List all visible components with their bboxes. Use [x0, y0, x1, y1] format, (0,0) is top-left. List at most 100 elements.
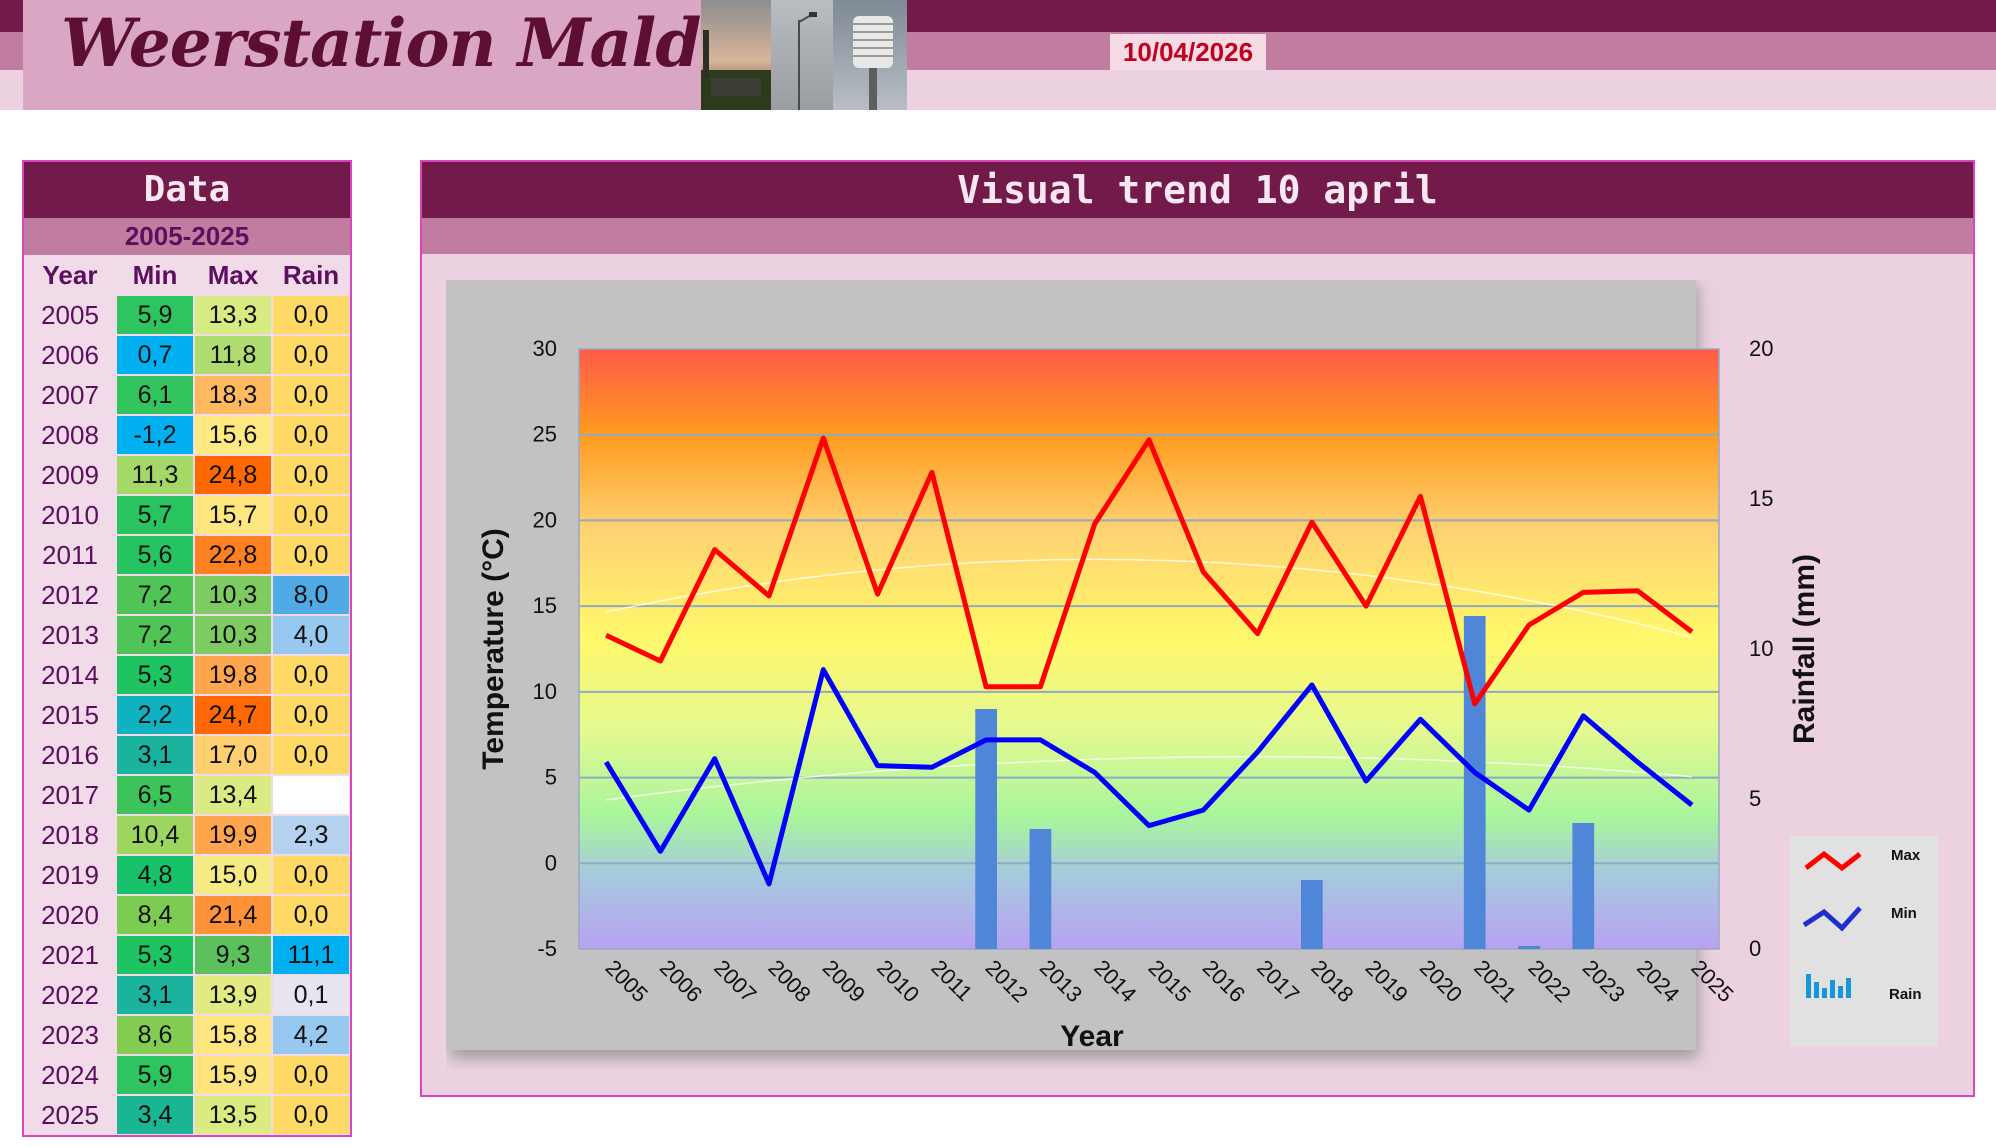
cell-min: 8,6 [116, 1015, 194, 1055]
cell-rain: 4,2 [272, 1015, 350, 1055]
current-date: 10/04/2026 [1110, 34, 1266, 70]
y-axis-label: Temperature (°C) [477, 528, 510, 769]
cell-year: 2021 [41, 940, 99, 970]
cell-min: 10,4 [116, 815, 194, 855]
cell-year: 2009 [41, 460, 99, 490]
cell-max: 13,4 [194, 775, 272, 815]
cell-max: 9,3 [194, 935, 272, 975]
cell-max: 21,4 [194, 895, 272, 935]
cell-max: 13,9 [194, 975, 272, 1015]
cell-max: 18,3 [194, 375, 272, 415]
cell-max: 22,8 [194, 535, 272, 575]
table-row: 2017 6,5 13,4 [24, 775, 350, 815]
chart-panel-title: Visual trend 10 april [422, 162, 1973, 218]
legend: Max Min Rain [1790, 836, 1938, 1046]
cell-year: 2005 [41, 300, 99, 330]
cell-max: 19,8 [194, 655, 272, 695]
cell-rain: 4,0 [272, 615, 350, 655]
legend-min-label: Min [1891, 905, 1917, 922]
y-tick-label: 5 [545, 765, 557, 790]
cell-year: 2019 [41, 860, 99, 890]
table-row: 2022 3,1 13,9 0,1 [24, 975, 350, 1015]
cell-max: 10,3 [194, 615, 272, 655]
legend-item-rain: Rain [1806, 974, 1922, 1003]
table-row: 2007 6,1 18,3 0,0 [24, 375, 350, 415]
y-axis-ticks: -5 0 5 10 15 20 25 30 [533, 336, 557, 961]
gridlines [578, 348, 1720, 950]
cell-year: 2012 [41, 580, 99, 610]
table-row: 2010 5,7 15,7 0,0 [24, 495, 350, 535]
cell-min: 3,4 [116, 1095, 194, 1135]
cell-year: 2006 [41, 340, 99, 370]
cell-max: 15,8 [194, 1015, 272, 1055]
cell-min: -1,2 [116, 415, 194, 455]
y2-tick-label: 5 [1749, 786, 1761, 811]
cell-rain: 11,1 [272, 935, 350, 975]
data-panel-period: 2005-2025 [24, 218, 350, 255]
table-row: 2024 5,9 15,9 0,0 [24, 1055, 350, 1095]
legend-item-min: Min [1802, 905, 1917, 932]
legend-box [1790, 836, 1938, 1046]
photo-weather-mast [771, 0, 833, 110]
y2-tick-label: 15 [1749, 486, 1773, 511]
cell-rain: 0,0 [272, 295, 350, 335]
legend-item-max: Max [1804, 847, 1921, 872]
cell-min: 6,1 [116, 375, 194, 415]
cell-rain: 0,0 [272, 735, 350, 775]
table-row: 2018 10,4 19,9 2,3 [24, 815, 350, 855]
rain-bar [1572, 823, 1595, 949]
cell-year: 2010 [41, 500, 99, 530]
cell-rain: 0,0 [272, 375, 350, 415]
cell-min: 5,9 [116, 295, 194, 335]
cell-rain: 0,0 [272, 455, 350, 495]
cell-year: 2015 [41, 700, 99, 730]
chart-panel-subheader [422, 218, 1973, 254]
y-tick-label: -5 [537, 936, 557, 961]
cell-max: 11,8 [194, 335, 272, 375]
cell-max: 24,8 [194, 455, 272, 495]
cell-min: 7,2 [116, 575, 194, 615]
column-header-max: Max [207, 259, 259, 290]
cell-year: 2024 [41, 1060, 99, 1090]
cell-rain: 0,0 [272, 895, 350, 935]
table-row: 2023 8,6 15,8 4,2 [24, 1015, 350, 1055]
cell-year: 2025 [41, 1100, 99, 1130]
table-row: 2009 11,3 24,8 0,0 [24, 455, 350, 495]
legend-max-swatch [1804, 850, 1862, 872]
y2-axis-ticks: 0 5 10 15 20 [1749, 336, 1773, 961]
cell-rain: 0,0 [272, 415, 350, 455]
column-header-min: Min [132, 259, 178, 290]
cell-max: 13,5 [194, 1095, 272, 1135]
cell-year: 2016 [41, 740, 99, 770]
cell-max: 10,3 [194, 575, 272, 615]
table-row: 2016 3,1 17,0 0,0 [24, 735, 350, 775]
cell-min: 3,1 [116, 975, 194, 1015]
y-tick-label: 30 [533, 336, 557, 361]
cell-year: 2020 [41, 900, 99, 930]
data-panel-title: Data [24, 162, 350, 218]
cell-min: 4,8 [116, 855, 194, 895]
y-tick-label: 20 [533, 507, 557, 532]
series-line-min [603, 667, 1694, 887]
table-row: 2020 8,4 21,4 0,0 [24, 895, 350, 935]
plot-border [578, 348, 1720, 950]
trendline-max [605, 558, 1693, 638]
cell-year: 2014 [41, 660, 99, 690]
y2-tick-label: 20 [1749, 336, 1773, 361]
cell-rain: 0,0 [272, 335, 350, 375]
cell-min: 2,2 [116, 695, 194, 735]
table-row: 2014 5,3 19,8 0,0 [24, 655, 350, 695]
cell-year: 2007 [41, 380, 99, 410]
column-header-rain: Rain [282, 259, 340, 290]
rain-bar [1518, 946, 1540, 949]
photo-landscape [701, 0, 771, 110]
cell-max: 17,0 [194, 735, 272, 775]
cell-min: 5,3 [116, 655, 194, 695]
cell-min: 7,2 [116, 615, 194, 655]
cell-max: 15,6 [194, 415, 272, 455]
cell-max: 19,9 [194, 815, 272, 855]
legend-rain-swatch [1806, 974, 1811, 998]
data-table-body: 2005 5,9 13,3 0,0 2006 0,7 11,8 0,0 2007 6,1 18,3 0… [24, 295, 350, 1135]
table-row: 2005 5,9 13,3 0,0 [24, 295, 350, 335]
